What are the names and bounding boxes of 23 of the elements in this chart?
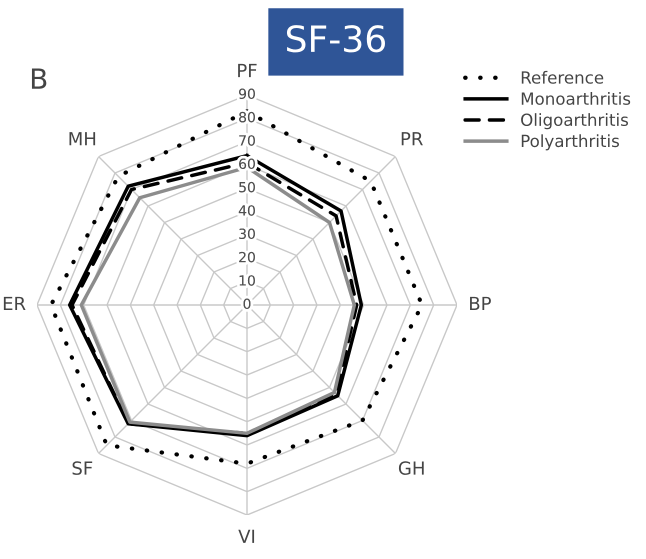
- y-tick-label: 50: [239, 182, 255, 192]
- chart-title: SF-36: [286, 25, 385, 52]
- y-tick-label: 80: [239, 112, 255, 122]
- y-tick-label: 10: [240, 275, 255, 286]
- y-tick-label: 40: [238, 205, 255, 216]
- y-tick-label: 20: [239, 252, 255, 262]
- spoke-label: PR: [402, 132, 423, 146]
- spoke-label: SF: [72, 461, 92, 475]
- legend-label: Reference: [522, 70, 604, 84]
- y-tick-label: 0: [243, 298, 250, 310]
- legend-label: Monoarthritis: [522, 92, 630, 105]
- y-tick-label: 70: [239, 135, 255, 146]
- spoke-label: GH: [398, 461, 424, 475]
- legend-label: Polyarthritis: [522, 134, 619, 150]
- spoke-label: ER: [4, 296, 26, 310]
- legend-label: Oligoarthritis: [521, 113, 628, 130]
- spoke-label: MH: [69, 132, 96, 146]
- y-tick-label: 90: [239, 88, 255, 100]
- y-tick-label: 30: [239, 228, 255, 240]
- spoke-label: VI: [238, 530, 254, 543]
- spoke-label: BP: [470, 296, 491, 310]
- text: B: [32, 68, 46, 89]
- spoke-label: PF: [238, 64, 257, 78]
